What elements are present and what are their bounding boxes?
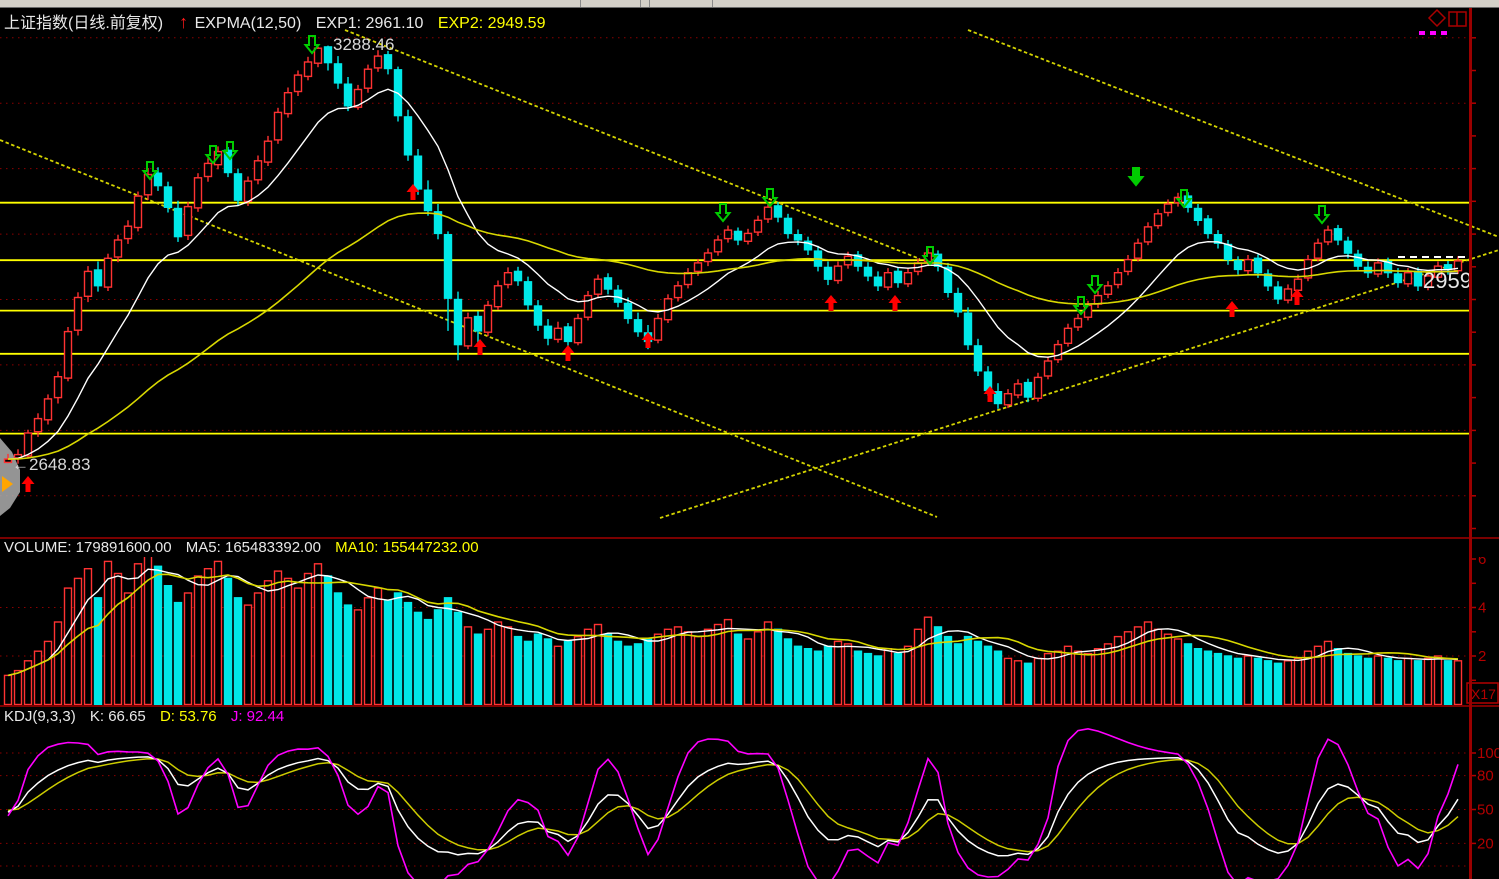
trendline[interactable] [967,29,1499,238]
sell-signal-arrow [141,161,159,181]
sell-signal-arrow [761,188,779,208]
trendline[interactable] [344,29,921,260]
volume-axis-label: 2 [1478,648,1486,665]
kdj-d-value: D: 53.76 [159,708,217,725]
volume-ma10-label: MA10: 155447232.00 [335,539,479,556]
kdj-d-line [7,757,1459,853]
sell-signal-arrow [921,246,939,266]
volume-scale-label: X17 [1471,686,1496,702]
strip-divider [712,0,713,7]
sell-signal-arrow [1127,167,1145,187]
kdj-j-value: J: 92.44 [230,708,285,725]
kdj-axis-label: 100 [1477,745,1499,762]
kdj-axis-label: 20 [1477,835,1494,852]
buy-signal-arrow [21,476,35,492]
exp1-line [7,88,1459,460]
volume-value-label[interactable]: VOLUME: 179891600.00 [4,539,172,556]
kdj-axis-label: 80 [1477,768,1494,785]
volume-scale-box [1466,682,1499,704]
main-chart-header: 上证指数(日线.前复权) ↑ EXPMA(12,50) EXP1: 2961.10… [4,9,555,33]
corner-decoration [0,438,20,516]
price-chart-canvas[interactable]: 3288.46 ←2648.83 2959 [0,26,1499,537]
trendline[interactable] [659,249,1499,519]
exp2-line [7,212,1459,460]
volume-axis-label: 6 [1478,557,1486,568]
buy-signal-arrow [824,295,838,311]
buy-signal-arrow [473,339,487,355]
kdj-j-line [7,727,1459,879]
symbol-title[interactable]: 上证指数(日线.前复权) [4,15,164,32]
volume-bars[interactable] [3,557,1463,705]
pane-separator[interactable] [0,537,1499,539]
play-marker-icon [2,476,13,492]
sell-signal-arrow [204,145,222,165]
candlesticks[interactable] [3,45,1463,464]
kdj-pane-header: KDJ(9,3,3) K: 66.65 D: 53.76 J: 92.44 [4,708,294,725]
menu-dots-icon[interactable] [1419,31,1447,35]
diamond-icon[interactable] [1427,8,1447,28]
kdj-axis-label: 50 [1477,802,1494,819]
buy-signal-arrow [406,184,420,200]
high-price-annotation: 3288.46 [333,35,394,54]
sell-signal-arrow [303,35,321,55]
sell-signal-arrow [1086,275,1104,295]
window-title-strip[interactable] [0,0,1499,8]
buy-signal-arrow [1225,301,1239,317]
low-price-annotation: ←2648.83 [12,455,90,474]
volume-ma5-label: MA5: 165483392.00 [185,539,321,556]
strip-divider [640,0,641,7]
volume-ma5-line [7,568,1459,677]
volume-ma10-line [7,573,1459,677]
buy-signal-arrow [983,386,997,402]
expma-indicator-label[interactable]: EXPMA(12,50) [194,15,302,32]
buy-signal-arrow [641,332,655,348]
sell-signal-arrow [714,203,732,223]
volume-pane-header: VOLUME: 179891600.00 MA5: 165483392.00 M… [4,539,489,556]
trend-up-icon: ↑ [179,12,189,32]
exp1-value: EXP1: 2961.10 [315,15,424,32]
last-price-label: 2959 [1423,268,1472,293]
sell-signal-arrow [1175,189,1193,209]
kdj-k-line [7,756,1459,857]
kdj-chart-canvas[interactable]: 100 80 50 20 [0,724,1499,879]
buy-signal-arrow [888,295,902,311]
right-axis-line [1469,8,1472,879]
sell-signal-arrow [221,141,239,161]
window-icons [1419,8,1467,35]
volume-axis-label: 4 [1478,600,1486,617]
sell-signal-arrow [1072,296,1090,316]
kdj-indicator-label[interactable]: KDJ(9,3,3) [4,708,76,725]
exp2-value: EXP2: 2949.59 [437,15,546,32]
strip-divider [649,0,650,7]
sell-signal-arrow [1313,205,1331,225]
kdj-k-value: K: 66.65 [89,708,146,725]
volume-chart-canvas[interactable]: 6 4 2 X17 [0,557,1499,705]
pane-separator[interactable] [0,705,1499,707]
buy-signal-arrow [1290,289,1304,305]
strip-divider [580,0,581,7]
buy-signal-arrow [561,345,575,361]
